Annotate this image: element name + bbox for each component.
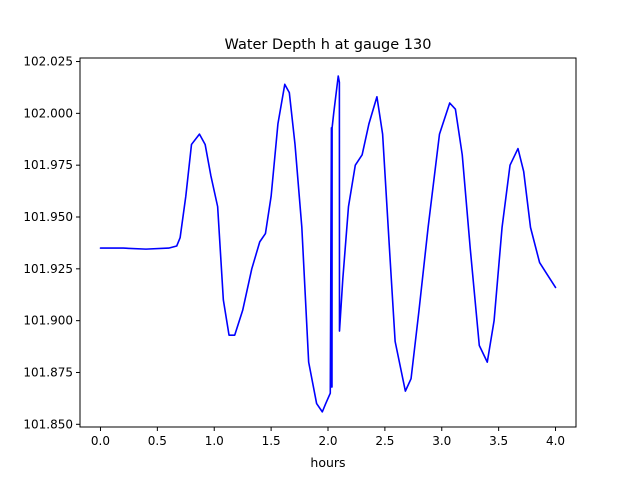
y-tick-label: 101.850 [23, 417, 73, 431]
plot-area [80, 58, 576, 427]
x-tick-label: 4.0 [546, 434, 565, 448]
x-tick-label: 3.5 [489, 434, 508, 448]
x-tick-label: 3.0 [432, 434, 451, 448]
y-tick-label: 101.875 [23, 365, 73, 379]
x-tick-label: 1.0 [205, 434, 224, 448]
y-tick-label: 101.925 [23, 262, 73, 276]
y-tick-label: 102.000 [23, 106, 73, 120]
y-tick-label: 102.025 [23, 55, 73, 69]
series-line-0 [99, 75, 557, 413]
x-tick-label: 2.0 [318, 434, 337, 448]
x-tick-label: 1.5 [262, 434, 281, 448]
x-tick-label: 0.0 [91, 434, 110, 448]
y-tick-label: 101.950 [23, 210, 73, 224]
x-tick-label: 0.5 [148, 434, 167, 448]
x-axis-label: hours [310, 455, 345, 470]
series-layer [99, 75, 557, 413]
y-tick-label: 101.900 [23, 314, 73, 328]
y-axis: 101.850 101.875 101.900 101.925 101.950 101.9… [23, 55, 80, 431]
y-tick-label: 101.975 [23, 158, 73, 172]
x-axis: 0.0 0.5 1.0 1.5 2.0 2.5 3.0 3.5 4.0 [91, 427, 565, 448]
x-tick-label: 2.5 [375, 434, 394, 448]
chart-title: Water Depth h at gauge 130 [225, 37, 432, 53]
